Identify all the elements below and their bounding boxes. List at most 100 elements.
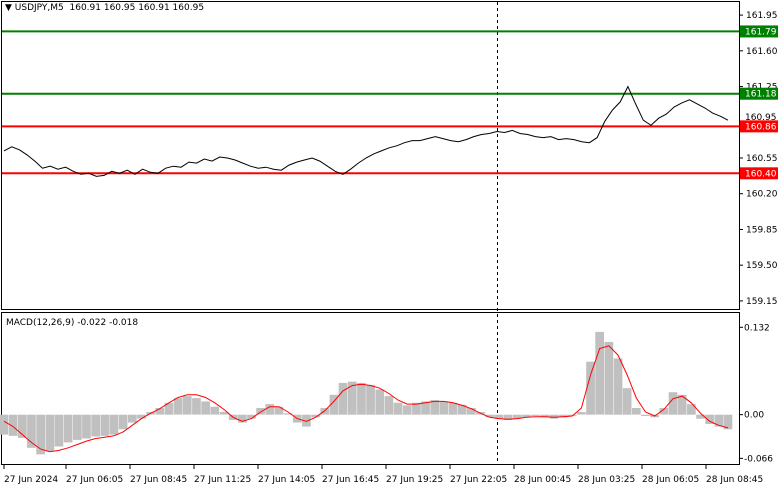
- macd-indicator-label: MACD(12,26,9) -0.022 -0.018: [6, 318, 139, 328]
- time-tick-label: 27 Jun 22:05: [450, 475, 507, 485]
- level-label-box-resistance-1: [740, 87, 778, 100]
- level-label-box-support-2: [740, 167, 778, 180]
- macd-hist-bar: [402, 405, 412, 415]
- macd-hist-bar: [118, 414, 128, 430]
- macd-hist-bar: [393, 402, 403, 415]
- macd-hist-bar: [540, 414, 550, 418]
- macd-hist-bar: [604, 341, 614, 415]
- macd-hist-bar: [311, 414, 320, 418]
- macd-hist-bar: [219, 412, 229, 415]
- macd-tick-label: -0.066: [744, 454, 773, 464]
- macd-hist-bar: [82, 414, 91, 439]
- level-label-box-resistance-2: [740, 25, 778, 38]
- price-tick-label: 161.95: [746, 11, 778, 21]
- macd-hist-bar: [357, 382, 366, 415]
- macd-hist-bar: [567, 414, 577, 416]
- price-panel-frame: [1, 1, 740, 310]
- macd-hist-bar: [182, 396, 192, 415]
- level-label-resistance-1: 161.18: [745, 90, 777, 100]
- time-tick-label: 28 Jun 06:05: [642, 475, 699, 485]
- price-tick-label: 159.85: [746, 225, 778, 235]
- macd-hist-bar: [338, 382, 348, 415]
- macd-hist-bar: [265, 404, 275, 415]
- price-series: [3, 85, 729, 177]
- time-tick-label: 28 Jun 08:45: [706, 475, 763, 485]
- macd-hist-bar: [45, 414, 55, 452]
- time-tick-label: 27 Jun 16:45: [322, 475, 379, 485]
- macd-hist-bar: [347, 381, 357, 415]
- price-tick-label: 159.50: [746, 261, 778, 271]
- macd-hist-bar: [302, 414, 311, 427]
- macd-hist-bar: [558, 414, 568, 418]
- macd-hist-bar: [677, 394, 687, 415]
- macd-hist-bar: [467, 408, 476, 415]
- macd-hist-bar: [375, 389, 385, 415]
- macd-hist-bar: [109, 414, 119, 435]
- macd-hist-bar: [73, 414, 82, 440]
- time-tick-label: 28 Jun 00:45: [514, 475, 571, 485]
- macd-histogram: [0, 331, 733, 455]
- macd-hist-bar: [155, 408, 165, 415]
- macd-hist-bar: [247, 414, 256, 419]
- macd-hist-bar: [448, 402, 458, 415]
- macd-hist-bar: [632, 408, 641, 415]
- chart-title: ▼ USDJPY,M5 160.91 160.95 160.91 160.95: [5, 3, 204, 13]
- macd-hist-bar: [687, 404, 696, 415]
- macd-hist-bar: [613, 358, 623, 415]
- macd-hist-bar: [494, 414, 504, 419]
- macd-hist-bar: [36, 414, 45, 455]
- macd-hist-bar: [659, 408, 669, 415]
- time-tick-label: 27 Jun 2024: [4, 475, 58, 485]
- price-tick-label: 160.55: [746, 154, 778, 164]
- time-tick-label: 27 Jun 11:25: [194, 475, 251, 485]
- macd-hist-bar: [512, 414, 522, 419]
- macd-hist-bar: [503, 414, 513, 420]
- macd-hist-bar: [622, 388, 632, 415]
- time-tick-label: 28 Jun 03:25: [578, 475, 635, 485]
- macd-hist-bar: [63, 414, 73, 443]
- macd-hist-bar: [18, 414, 27, 438]
- time-tick-label: 27 Jun 14:05: [258, 475, 315, 485]
- macd-hist-bar: [329, 394, 339, 415]
- macd-hist-bar: [384, 396, 394, 415]
- level-label-box-current-price: [740, 111, 778, 124]
- macd-hist-bar: [522, 414, 531, 418]
- macd-panel-frame: [1, 312, 740, 465]
- macd-hist-bar: [412, 402, 421, 415]
- level-label-current-price: 160.95: [745, 113, 777, 123]
- macd-hist-bar: [128, 414, 137, 423]
- triangle-down-icon[interactable]: ▼: [5, 3, 12, 13]
- price-tick-label: 161.60: [746, 47, 778, 57]
- macd-signal-line: [3, 345, 729, 453]
- macd-hist-bar: [430, 400, 440, 415]
- level-label-resistance-2: 161.79: [745, 27, 777, 37]
- macd-hist-bar: [137, 414, 146, 419]
- macd-hist-bar: [210, 406, 220, 415]
- macd-hist-bar: [173, 398, 183, 415]
- macd-hist-bar: [164, 402, 174, 415]
- macd-hist-bar: [201, 401, 210, 415]
- time-tick-label: 27 Jun 06:05: [66, 475, 123, 485]
- macd-hist-bar: [705, 414, 714, 424]
- level-label-box-support-1: [740, 120, 778, 133]
- macd-hist-bar: [192, 398, 201, 415]
- macd-hist-bar: [641, 414, 650, 416]
- macd-hist-bar: [457, 404, 467, 415]
- macd-hist-bar: [366, 384, 375, 415]
- macd-hist-bar: [274, 406, 284, 415]
- macd-hist-bar: [577, 412, 586, 415]
- macd-hist-bar: [485, 414, 495, 418]
- time-tick-label: 27 Jun 08:45: [130, 475, 187, 485]
- macd-hist-bar: [237, 414, 247, 423]
- macd-hist-bar: [723, 414, 733, 430]
- macd-hist-bar: [283, 413, 293, 415]
- time-tick-label: 27 Jun 19:25: [386, 475, 443, 485]
- macd-hist-bar: [595, 331, 604, 415]
- price-tick-label: 159.15: [746, 297, 778, 307]
- macd-hist-bar: [8, 414, 18, 436]
- macd-hist-bar: [0, 414, 9, 435]
- macd-hist-bar: [421, 401, 430, 415]
- macd-hist-bar: [586, 361, 595, 415]
